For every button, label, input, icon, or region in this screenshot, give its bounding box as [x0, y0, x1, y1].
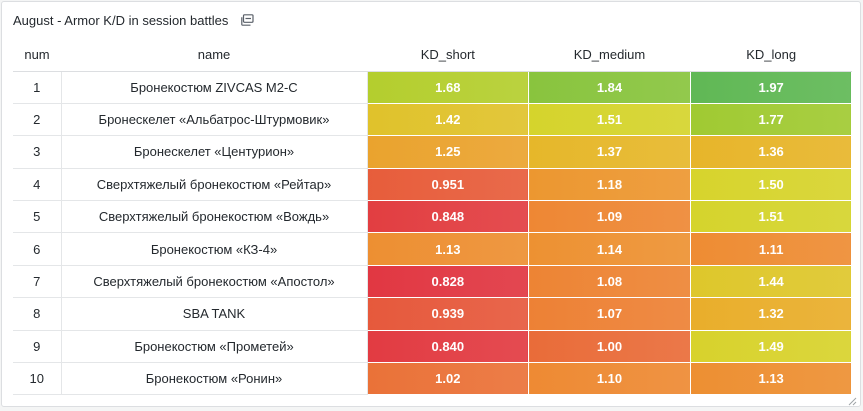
- library-panel-icon[interactable]: [240, 13, 254, 27]
- table-row[interactable]: 8 SBA TANK 0.939 1.07 1.32: [13, 297, 853, 331]
- cell-name: Сверхтяжелый бронекостюм «Вождь»: [61, 200, 368, 234]
- table-row[interactable]: 10 Бронекостюм «Ронин» 1.02 1.10 1.13: [13, 362, 853, 396]
- table-row[interactable]: 7 Сверхтяжелый бронекостюм «Апостол» 0.828…: [13, 265, 853, 299]
- cell-kd-long: 1.32: [690, 297, 853, 331]
- cell-num: 6: [13, 232, 62, 266]
- cell-num: 8: [13, 297, 62, 331]
- cell-kd-medium: 1.00: [528, 330, 691, 364]
- cell-num: 7: [13, 265, 62, 299]
- cell-kd-short: 1.02: [367, 362, 530, 396]
- cell-kd-short: 1.68: [367, 71, 530, 104]
- cell-kd-long: 1.49: [690, 330, 853, 364]
- table-body: 1 Бронекостюм ZIVCAS M2-C 1.68 1.84 1.97 2 Бро…: [13, 71, 853, 396]
- cell-num: 9: [13, 330, 62, 364]
- cell-name: Бронекостюм ZIVCAS M2-C: [61, 71, 368, 104]
- cell-kd-short: 1.25: [367, 135, 530, 169]
- cell-name: Бронескелет «Альбатрос-Штурмовик»: [61, 103, 368, 137]
- table-row[interactable]: 2 Бронескелет «Альбатрос-Штурмовик» 1.42 1.…: [13, 103, 853, 137]
- column-header-name[interactable]: name: [61, 39, 367, 72]
- column-header-num[interactable]: num: [13, 39, 61, 72]
- cell-num: 5: [13, 200, 62, 234]
- cell-kd-medium: 1.18: [528, 168, 691, 202]
- cell-kd-short: 0.828: [367, 265, 530, 299]
- column-header-kd-long[interactable]: KD_long: [690, 39, 852, 72]
- cell-kd-medium: 1.08: [528, 265, 691, 299]
- cell-name: Бронекостюм «Ронин»: [61, 362, 368, 396]
- cell-num: 4: [13, 168, 62, 202]
- cell-kd-short: 1.42: [367, 103, 530, 137]
- table-row[interactable]: 4 Сверхтяжелый бронекостюм «Рейтар» 0.951 1…: [13, 168, 853, 202]
- cell-kd-medium: 1.10: [528, 362, 691, 396]
- cell-num: 2: [13, 103, 62, 137]
- table-row[interactable]: 9 Бронекостюм «Прометей» 0.840 1.00 1.49: [13, 330, 853, 364]
- cell-num: 10: [13, 362, 62, 396]
- cell-kd-medium: 1.09: [528, 200, 691, 234]
- column-header-kd-short[interactable]: KD_short: [367, 39, 529, 72]
- cell-name: Сверхтяжелый бронекостюм «Рейтар»: [61, 168, 368, 202]
- cell-name: Сверхтяжелый бронекостюм «Апостол»: [61, 265, 368, 299]
- cell-kd-long: 1.77: [690, 103, 853, 137]
- panel-header[interactable]: August - Armor K/D in session battles: [2, 2, 860, 38]
- cell-name: SBA TANK: [61, 297, 368, 331]
- cell-kd-long: 1.36: [690, 135, 853, 169]
- cell-name: Бронекостюм «КЗ-4»: [61, 232, 368, 266]
- cell-name: Бронескелет «Центурион»: [61, 135, 368, 169]
- cell-kd-medium: 1.07: [528, 297, 691, 331]
- cell-kd-short: 1.13: [367, 232, 530, 266]
- resize-handle-icon[interactable]: [847, 393, 857, 406]
- cell-kd-medium: 1.14: [528, 232, 691, 266]
- cell-kd-short: 0.848: [367, 200, 530, 234]
- cell-kd-long: 1.50: [690, 168, 853, 202]
- cell-kd-long: 1.51: [690, 200, 853, 234]
- cell-kd-long: 1.44: [690, 265, 853, 299]
- cell-kd-medium: 1.37: [528, 135, 691, 169]
- column-header-kd-medium[interactable]: KD_medium: [528, 39, 691, 72]
- cell-num: 1: [13, 71, 62, 104]
- table-row[interactable]: 1 Бронекостюм ZIVCAS M2-C 1.68 1.84 1.97: [13, 71, 853, 104]
- cell-kd-short: 0.939: [367, 297, 530, 331]
- cell-kd-long: 1.11: [690, 232, 853, 266]
- table-row[interactable]: 3 Бронескелет «Центурион» 1.25 1.37 1.36: [13, 135, 853, 169]
- cell-kd-short: 0.840: [367, 330, 530, 364]
- cell-kd-short: 0.951: [367, 168, 530, 202]
- cell-num: 3: [13, 135, 62, 169]
- cell-kd-long: 1.97: [690, 71, 853, 104]
- cell-kd-medium: 1.51: [528, 103, 691, 137]
- data-table: num name KD_short KD_medium KD_long 1 Бро…: [13, 39, 853, 396]
- cell-kd-medium: 1.84: [528, 71, 691, 104]
- table-row[interactable]: 6 Бронекостюм «КЗ-4» 1.13 1.14 1.11: [13, 232, 853, 266]
- cell-kd-long: 1.13: [690, 362, 853, 396]
- panel-title[interactable]: August - Armor K/D in session battles: [13, 12, 229, 28]
- cell-name: Бронекостюм «Прометей»: [61, 330, 368, 364]
- table-row[interactable]: 5 Сверхтяжелый бронекостюм «Вождь» 0.848 1.…: [13, 200, 853, 234]
- table-header-row: num name KD_short KD_medium KD_long: [13, 39, 852, 72]
